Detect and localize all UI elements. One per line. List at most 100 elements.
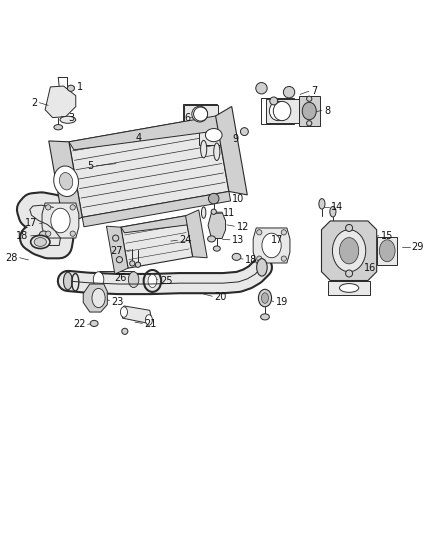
Ellipse shape [93, 272, 104, 287]
Ellipse shape [192, 106, 208, 122]
Ellipse shape [64, 272, 72, 290]
Ellipse shape [117, 256, 123, 263]
Polygon shape [377, 237, 397, 265]
Text: 1: 1 [77, 82, 83, 92]
Text: 13: 13 [232, 235, 244, 245]
Ellipse shape [205, 128, 222, 142]
Ellipse shape [46, 205, 51, 210]
Polygon shape [99, 271, 134, 288]
Polygon shape [183, 104, 217, 124]
Ellipse shape [283, 86, 295, 98]
Ellipse shape [211, 209, 216, 214]
Ellipse shape [257, 256, 262, 261]
Ellipse shape [256, 83, 267, 94]
Polygon shape [106, 226, 128, 274]
Ellipse shape [120, 307, 127, 317]
Ellipse shape [54, 125, 63, 130]
Text: 18: 18 [16, 231, 28, 241]
Text: 24: 24 [180, 235, 192, 245]
Text: 20: 20 [215, 292, 227, 302]
Ellipse shape [208, 193, 219, 204]
Text: 6: 6 [184, 112, 190, 123]
Ellipse shape [273, 101, 291, 120]
Ellipse shape [194, 107, 208, 121]
Ellipse shape [330, 206, 336, 217]
Ellipse shape [269, 101, 287, 120]
Polygon shape [121, 216, 194, 233]
Polygon shape [266, 99, 299, 123]
Ellipse shape [92, 288, 105, 308]
Polygon shape [299, 96, 320, 126]
Text: 29: 29 [412, 242, 424, 252]
Polygon shape [69, 116, 228, 150]
Polygon shape [199, 125, 228, 145]
Ellipse shape [379, 240, 395, 262]
Text: 18: 18 [245, 255, 258, 265]
Ellipse shape [128, 272, 139, 287]
Text: 3: 3 [68, 112, 74, 123]
Ellipse shape [122, 328, 128, 334]
Text: 7: 7 [311, 86, 317, 96]
Text: 21: 21 [145, 319, 157, 329]
Ellipse shape [262, 233, 281, 258]
Ellipse shape [332, 230, 366, 272]
Text: 17: 17 [25, 217, 37, 228]
Text: 8: 8 [324, 106, 330, 116]
Ellipse shape [135, 262, 141, 268]
Text: 17: 17 [271, 235, 283, 245]
Polygon shape [121, 216, 193, 268]
Ellipse shape [70, 205, 75, 210]
Text: 23: 23 [112, 296, 124, 306]
Ellipse shape [214, 143, 220, 160]
Ellipse shape [240, 128, 248, 135]
Polygon shape [83, 284, 107, 312]
Ellipse shape [31, 236, 50, 248]
Ellipse shape [54, 166, 78, 197]
Ellipse shape [258, 289, 272, 307]
Text: 14: 14 [331, 202, 343, 212]
Text: 9: 9 [232, 134, 238, 143]
Polygon shape [69, 116, 229, 217]
Ellipse shape [261, 293, 268, 303]
Ellipse shape [257, 230, 262, 235]
Ellipse shape [145, 314, 152, 325]
Polygon shape [208, 212, 226, 238]
Polygon shape [184, 106, 218, 123]
Ellipse shape [261, 314, 269, 320]
Ellipse shape [201, 207, 206, 219]
Polygon shape [321, 221, 377, 280]
Text: 10: 10 [232, 195, 244, 205]
Ellipse shape [60, 173, 73, 190]
Ellipse shape [232, 253, 241, 260]
Text: 4: 4 [136, 133, 142, 143]
Text: 2: 2 [31, 98, 37, 108]
Text: 25: 25 [160, 276, 173, 286]
Ellipse shape [319, 199, 325, 209]
Ellipse shape [130, 261, 135, 266]
Ellipse shape [270, 97, 278, 105]
Text: 16: 16 [364, 263, 376, 273]
Text: 27: 27 [110, 246, 123, 256]
Text: 11: 11 [223, 208, 236, 218]
Ellipse shape [339, 238, 359, 264]
Polygon shape [215, 107, 247, 195]
Text: 12: 12 [237, 222, 249, 232]
Text: 19: 19 [276, 297, 288, 308]
Ellipse shape [281, 256, 286, 261]
Ellipse shape [213, 246, 220, 251]
Ellipse shape [148, 274, 157, 287]
Ellipse shape [34, 238, 46, 246]
Polygon shape [186, 210, 207, 258]
Ellipse shape [46, 231, 51, 236]
Ellipse shape [51, 208, 70, 233]
Ellipse shape [339, 284, 359, 292]
Polygon shape [82, 191, 230, 227]
Ellipse shape [60, 116, 76, 123]
Ellipse shape [130, 132, 138, 142]
Ellipse shape [39, 231, 48, 238]
Text: 22: 22 [73, 319, 85, 329]
Text: 26: 26 [115, 273, 127, 283]
Ellipse shape [281, 230, 286, 235]
Polygon shape [122, 306, 151, 324]
Ellipse shape [70, 231, 75, 236]
